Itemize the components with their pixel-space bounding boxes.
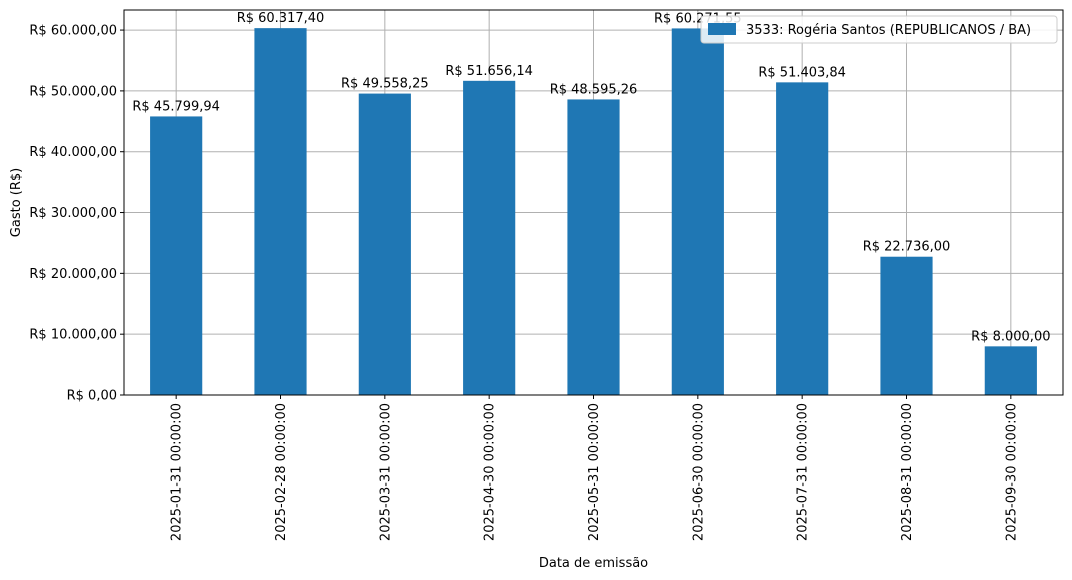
bar-value-label: R$ 8.000,00 — [971, 329, 1050, 344]
y-axis: R$ 0,00 R$ 10.000,00 R$ 20.000,00 R$ 30.000… — [29, 24, 124, 404]
bar-value-label: R$ 48.595,26 — [550, 82, 638, 97]
legend-entry: 3533: Rogéria Santos (REPUBLICANOS / BA) — [746, 23, 1031, 38]
bar — [880, 256, 933, 395]
x-tick-label: 2025-04-30 00:00:00 — [483, 403, 498, 541]
plot-frame — [123, 9, 1064, 396]
bar — [358, 93, 411, 396]
y-axis-label: Gasto (R$) — [9, 168, 24, 237]
legend-box — [700, 15, 1058, 44]
x-tick-label: 2025-07-31 00:00:00 — [796, 403, 811, 541]
y-tick-label: R$ 0,00 — [67, 389, 117, 404]
x-tick-label: 2025-02-28 00:00:00 — [274, 403, 289, 541]
data-labels: R$ 45.799,94 R$ 60.317,40 R$ 49.558,25 R$ 5… — [132, 11, 1050, 344]
bar-value-label: R$ 51.403,84 — [758, 65, 846, 80]
x-tick-label: 2025-09-30 00:00:00 — [1004, 403, 1019, 541]
bar-value-label: R$ 49.558,25 — [341, 77, 429, 92]
bar — [463, 80, 516, 395]
bar-value-label: R$ 51.656,14 — [445, 64, 533, 79]
x-tick-label: 2025-01-31 00:00:00 — [170, 403, 185, 541]
bar — [671, 28, 724, 395]
x-tick-label: 2025-03-31 00:00:00 — [378, 403, 393, 541]
x-axis-label: Data de emissão — [539, 556, 648, 571]
y-tick-label: R$ 30.000,00 — [29, 206, 117, 221]
bar-value-label: R$ 22.736,00 — [863, 240, 951, 255]
x-tick-label: 2025-06-30 00:00:00 — [691, 403, 706, 541]
bar-value-label: R$ 45.799,94 — [132, 99, 220, 114]
bars — [150, 28, 1037, 396]
legend: 3533: Rogéria Santos (REPUBLICANOS / BA) — [700, 15, 1058, 44]
bar — [776, 82, 829, 395]
legend-swatch — [708, 23, 736, 35]
x-tick-label: 2025-05-31 00:00:00 — [587, 403, 602, 541]
y-tick-label: R$ 50.000,00 — [29, 84, 117, 99]
y-tick-label: R$ 60.000,00 — [29, 24, 117, 39]
bar — [984, 346, 1037, 395]
y-tick-label: R$ 10.000,00 — [29, 328, 117, 343]
x-axis: 2025-01-31 00:00:00 2025-02-28 00:00:00 20… — [170, 395, 1019, 541]
bar — [150, 116, 203, 396]
bar-value-label: R$ 60.317,40 — [237, 11, 325, 26]
y-tick-label: R$ 40.000,00 — [29, 145, 117, 160]
bar — [567, 99, 620, 396]
y-tick-label: R$ 20.000,00 — [29, 267, 117, 282]
x-tick-label: 2025-08-31 00:00:00 — [900, 403, 915, 541]
bar — [254, 28, 307, 395]
